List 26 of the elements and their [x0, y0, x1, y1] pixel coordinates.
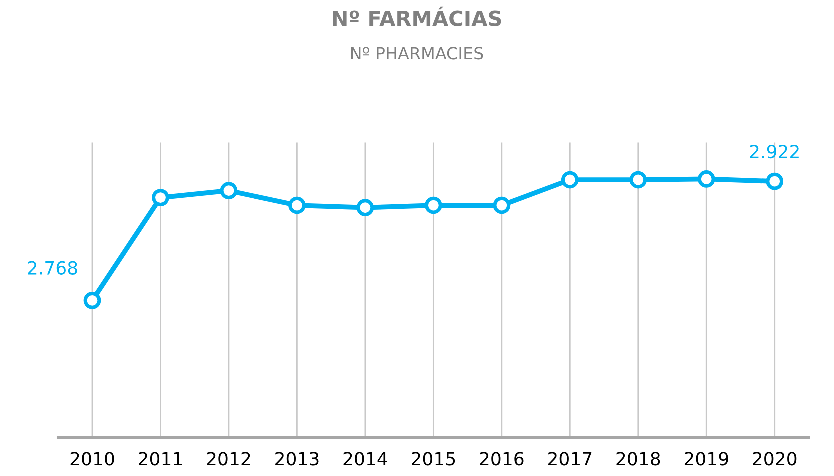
point	[288, 196, 306, 214]
x-tick-label: 2020	[753, 452, 797, 466]
point	[84, 292, 102, 310]
point	[630, 171, 648, 189]
x-tick-label: 2017	[548, 452, 592, 466]
x-tick-label: 2015	[412, 452, 456, 466]
point	[493, 196, 511, 214]
point	[220, 182, 238, 200]
data-label: 2.768	[28, 261, 78, 275]
x-tick-label: 2010	[70, 452, 114, 466]
point	[766, 172, 784, 190]
data-label: 2.922	[750, 144, 799, 159]
x-tick-label: 2018	[616, 452, 660, 466]
point	[152, 189, 170, 206]
point	[561, 171, 579, 189]
x-tick-label: 2014	[344, 452, 388, 466]
chart-title: Nº FARMÁCIAS	[333, 6, 502, 26]
x-tick-label: 2016	[480, 452, 524, 466]
x-tick-label: 2011	[139, 452, 182, 466]
point	[356, 199, 374, 217]
x-tick-label: 2019	[684, 452, 728, 466]
point	[425, 196, 442, 214]
chart-subtitle: Nº PHARMACIES	[351, 47, 484, 60]
x-tick-label: 2012	[207, 452, 250, 466]
x-tick-label: 2013	[276, 452, 319, 466]
point	[698, 170, 716, 188]
